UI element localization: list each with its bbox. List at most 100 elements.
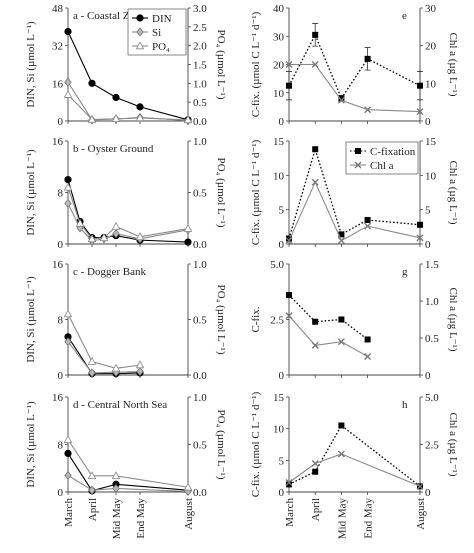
y-tick-label: 16 bbox=[52, 78, 64, 90]
data-point bbox=[312, 31, 319, 38]
chart-panel-a: 0 16 32 48 0.0 0.5 1.0 1.5 2.0 2.5 3.0 DIN, Si (µmo… bbox=[25, 3, 227, 128]
panel-title: g bbox=[402, 266, 408, 278]
panel-title: a - Coastal Zone bbox=[73, 10, 146, 22]
x-tick-label: March bbox=[63, 498, 75, 527]
panel-title: h bbox=[402, 399, 408, 411]
y2-axis-label: PO₄ (µmol L⁻¹) bbox=[215, 410, 227, 480]
series-line bbox=[67, 203, 189, 242]
data-point bbox=[64, 77, 72, 87]
y-tick-label: 0 bbox=[58, 370, 64, 382]
data-point bbox=[112, 483, 120, 493]
y-tick-label: 0 bbox=[58, 116, 64, 128]
data-point bbox=[63, 89, 73, 98]
data-point bbox=[338, 231, 345, 238]
series-line bbox=[67, 313, 141, 369]
y-tick-label: 5 bbox=[279, 455, 285, 467]
y-axis-label: DIN, Si (µmol L⁻¹) bbox=[25, 276, 37, 363]
series-line bbox=[288, 315, 368, 357]
y2-tick-label: 1.0 bbox=[425, 296, 439, 308]
y2-tick-label: 20 bbox=[425, 41, 437, 53]
y-tick-label: 0 bbox=[279, 239, 285, 251]
y2-tick-label: 3.0 bbox=[193, 3, 207, 15]
data-point bbox=[417, 221, 423, 228]
series-si bbox=[64, 77, 192, 126]
data-point bbox=[135, 113, 145, 122]
data-point bbox=[99, 233, 109, 242]
y-axis-label: C-fix. (µmol C L⁻¹ d⁻¹) bbox=[250, 11, 262, 117]
data-point bbox=[183, 482, 193, 491]
series-line bbox=[67, 341, 141, 374]
data-point bbox=[88, 79, 96, 87]
data-point bbox=[285, 61, 293, 68]
y-tick-label: 8 bbox=[58, 188, 64, 200]
y2-tick-label: 15 bbox=[425, 136, 437, 148]
data-point bbox=[111, 363, 121, 372]
data-point bbox=[87, 234, 97, 243]
data-point bbox=[416, 482, 424, 490]
y-tick-label: 30 bbox=[273, 31, 285, 43]
x-tick-label: Mid May bbox=[111, 498, 123, 540]
y2-tick-label: 0.0 bbox=[193, 370, 207, 382]
y2-tick-label: 2.5 bbox=[425, 440, 439, 452]
data-point bbox=[112, 93, 120, 102]
series-chl-a bbox=[285, 450, 424, 490]
legend-label: Si bbox=[152, 27, 161, 39]
y-tick-label: 15 bbox=[273, 392, 285, 404]
data-point bbox=[337, 237, 345, 245]
y-axis-label: C-fix. (µmol C L⁻¹ d⁻¹) bbox=[250, 139, 262, 245]
y-tick-label: 0 bbox=[279, 487, 285, 499]
data-point bbox=[285, 237, 293, 245]
data-point bbox=[312, 318, 319, 325]
y-tick-label: 15 bbox=[273, 136, 285, 148]
series-din bbox=[64, 27, 192, 124]
y2-axis-label: Chl a (µg L⁻¹) bbox=[447, 287, 459, 351]
chart-panel-g: 0 2.5 5.0 0 0.5 1.0 1.5 C-fix. Chl a (µg L⁻¹) g bbox=[250, 259, 459, 382]
series-line bbox=[288, 180, 421, 242]
data-point bbox=[63, 309, 73, 318]
y2-tick-label: 0.5 bbox=[193, 97, 207, 109]
series-din bbox=[64, 449, 192, 495]
chart-panel-e: 0 10 20 30 40 0 10 20 30 C-fix. (µmol C L⁻¹ d⁻¹) C… bbox=[250, 3, 459, 128]
data-point bbox=[63, 435, 73, 443]
y-tick-label: 0 bbox=[279, 370, 285, 382]
y2-axis-label: Chl a (µg L⁻¹) bbox=[447, 32, 459, 96]
y-tick-label: 10 bbox=[273, 170, 285, 182]
series-din bbox=[64, 176, 192, 246]
x-tick-label: April bbox=[310, 498, 322, 521]
data-point bbox=[312, 146, 319, 153]
legend-label: Chl a bbox=[370, 160, 394, 172]
chart-panel-h: March April Mid May End May August05101502.5… bbox=[250, 391, 459, 539]
series-line bbox=[289, 63, 421, 113]
data-point bbox=[285, 479, 293, 486]
series-line bbox=[67, 187, 189, 240]
chart-panel-c: 0 8 16 0.0 0.5 1.0 DIN, Si (µmol L⁻¹) PO₄ (µmol… bbox=[25, 259, 227, 382]
data-point bbox=[416, 108, 424, 116]
y2-tick-label: 0.0 bbox=[193, 487, 207, 499]
series-line bbox=[288, 453, 421, 487]
series-line bbox=[288, 33, 421, 100]
y2-tick-label: 1.5 bbox=[425, 259, 439, 271]
series-po- bbox=[63, 89, 193, 124]
legend-label: PO₄ bbox=[152, 41, 170, 53]
data-point bbox=[338, 95, 345, 102]
series-din bbox=[64, 333, 144, 378]
y-tick-label: 16 bbox=[52, 259, 64, 271]
data-point bbox=[64, 27, 72, 36]
legend: C-fixation Chl a bbox=[345, 141, 419, 175]
legend-marker bbox=[135, 41, 145, 50]
x-tick-label: April bbox=[87, 498, 99, 521]
data-point bbox=[337, 96, 345, 104]
y-axis-label: DIN, Si (µmol L⁻¹) bbox=[25, 149, 37, 236]
series-si bbox=[64, 470, 192, 496]
data-point bbox=[184, 238, 192, 246]
data-point bbox=[337, 338, 345, 346]
data-point bbox=[364, 216, 371, 223]
x-tick-label: End May bbox=[135, 498, 147, 539]
data-point bbox=[87, 471, 97, 480]
y-tick-label: 5.0 bbox=[270, 259, 284, 271]
y2-tick-label: 0.0 bbox=[193, 116, 207, 128]
data-point bbox=[364, 106, 372, 114]
y-tick-label: 8 bbox=[58, 315, 64, 327]
y-axis-label: C-fix. (µmol C L⁻¹ d⁻¹) bbox=[250, 391, 262, 497]
y2-tick-label: 1.0 bbox=[193, 392, 207, 404]
